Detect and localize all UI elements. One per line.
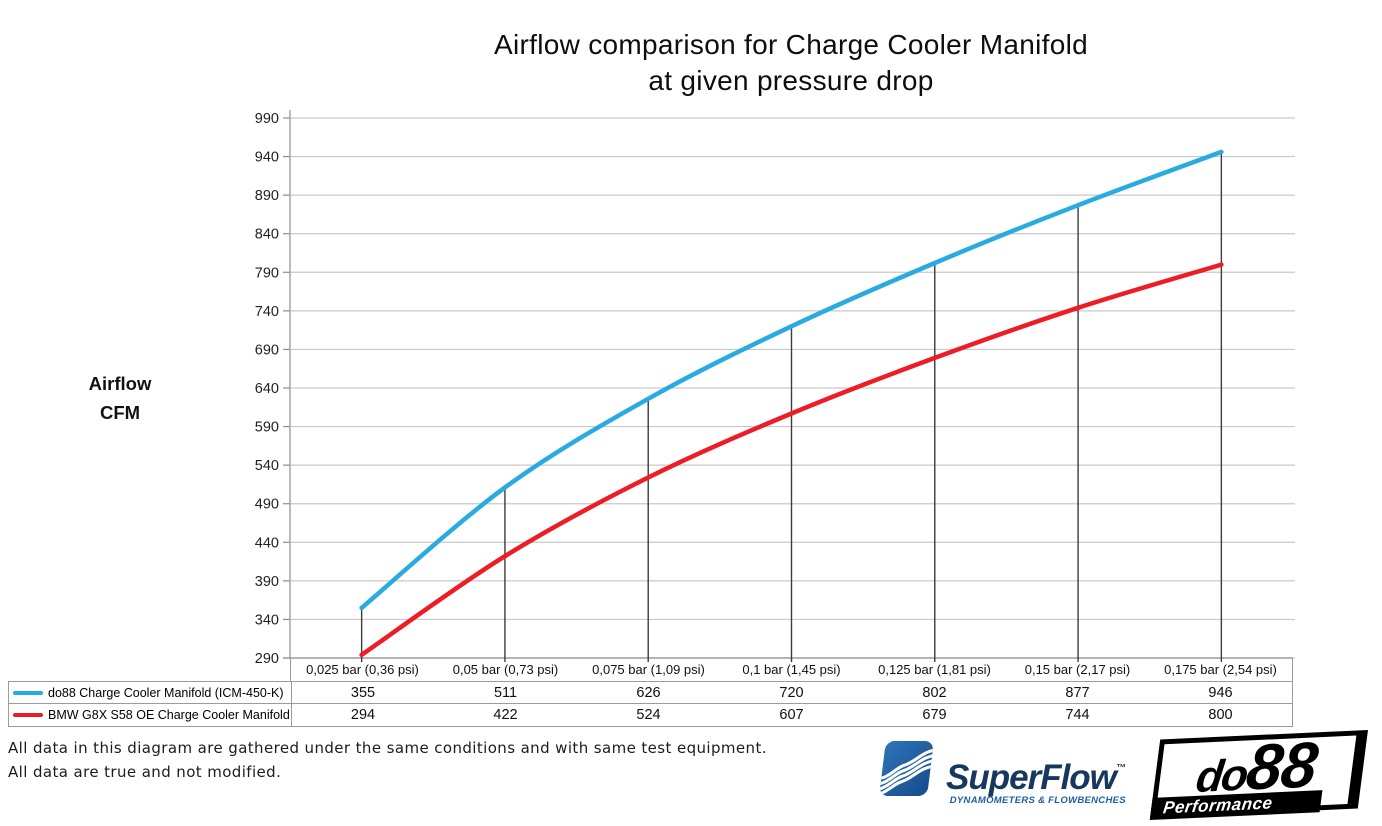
series-line-0 bbox=[359, 149, 1224, 611]
x-axis-label: 0,125 bar (1,81 psi) bbox=[878, 662, 991, 677]
value-cell: 800 bbox=[1208, 707, 1233, 723]
value-cell: 524 bbox=[636, 707, 661, 723]
y-tick-label: 840 bbox=[255, 227, 279, 243]
x-axis-label-row: 0,025 bar (0,36 psi) 0,05 bar (0,73 psi)… bbox=[290, 658, 1293, 681]
chart-title: Airflow comparison for Charge Cooler Man… bbox=[200, 27, 1382, 99]
trademark-symbol: ™ bbox=[1115, 763, 1126, 774]
y-tick-label: 540 bbox=[255, 458, 279, 474]
superflow-wordmark: SuperFlow™ bbox=[946, 758, 1126, 797]
series-label-bmw: BMW G8X S58 OE Charge Cooler Manifold bbox=[48, 708, 290, 722]
x-axis-label: 0,025 bar (0,36 psi) bbox=[306, 662, 419, 677]
value-cell: 294 bbox=[291, 704, 434, 726]
y-tick-label: 290 bbox=[255, 651, 279, 667]
value-cell: 946 bbox=[1149, 682, 1292, 704]
y-axis-title: Airflow CFM bbox=[55, 369, 185, 427]
superflow-icon bbox=[879, 741, 934, 796]
y-tick-label: 690 bbox=[255, 342, 279, 358]
y-tick-label: 890 bbox=[255, 188, 279, 204]
value-cell: 607 bbox=[779, 707, 804, 723]
x-axis-label: 0,05 bar (0,73 psi) bbox=[452, 662, 559, 677]
y-tick-label: 440 bbox=[255, 535, 279, 551]
plot-canvas: 290 340 390 440 490 540 590 640 690 740 790 840 890 9… bbox=[255, 110, 1295, 667]
superflow-tagline: DYNAMOMETERS & FLOWBENCHES bbox=[949, 795, 1126, 806]
value-cell: 720 bbox=[720, 682, 863, 704]
y-tick-label: 640 bbox=[255, 381, 279, 397]
value-cell: 679 bbox=[922, 707, 947, 723]
y-tick-label: 390 bbox=[255, 574, 279, 590]
x-axis-label: 0,175 bar (2,54 psi) bbox=[1164, 662, 1277, 677]
legend-row-bmw: BMW G8X S58 OE Charge Cooler Manifold bbox=[9, 704, 291, 726]
value-cell: 626 bbox=[577, 682, 720, 704]
y-tick-label: 590 bbox=[255, 420, 279, 436]
y-tick-label: 490 bbox=[255, 497, 279, 513]
footer-note: All data in this diagram are gathered un… bbox=[8, 736, 767, 784]
x-axis-label: 0,15 bar (2,17 psi) bbox=[1024, 662, 1131, 677]
y-tick-label: 790 bbox=[255, 265, 279, 281]
y-tick-label: 990 bbox=[255, 111, 279, 127]
value-cell: 877 bbox=[1006, 682, 1149, 704]
footer-line2: All data are true and not modified. bbox=[8, 763, 282, 781]
y-tick-label: 740 bbox=[255, 304, 279, 320]
series-swatch-bmw bbox=[13, 713, 43, 717]
value-cell: 355 bbox=[291, 682, 434, 704]
chart-title-line2: at given pressure drop bbox=[648, 65, 934, 96]
chart-title-line1: Airflow comparison for Charge Cooler Man… bbox=[494, 29, 1088, 60]
value-cell: 511 bbox=[434, 682, 577, 704]
value-cell: 744 bbox=[1065, 707, 1090, 723]
y-axis-title-line2: CFM bbox=[99, 402, 141, 423]
x-axis-label: 0,075 bar (1,09 psi) bbox=[592, 662, 705, 677]
do88-logo: do88 Performance bbox=[1149, 728, 1368, 821]
series-line-1 bbox=[359, 262, 1224, 658]
y-tick-label: 340 bbox=[255, 612, 279, 628]
value-cell: 802 bbox=[863, 682, 1006, 704]
legend-row-do88: do88 Charge Cooler Manifold (ICM-450-K) bbox=[9, 682, 291, 704]
x-axis-label: 0,1 bar (1,45 psi) bbox=[742, 662, 841, 677]
y-axis-title-line1: Airflow bbox=[88, 373, 152, 394]
footer-line1: All data in this diagram are gathered un… bbox=[8, 739, 767, 757]
value-cell: 422 bbox=[493, 707, 518, 723]
y-tick-label: 940 bbox=[255, 150, 279, 166]
data-table: do88 Charge Cooler Manifold (ICM-450-K) … bbox=[8, 681, 1293, 727]
series-swatch-do88 bbox=[13, 690, 43, 695]
superflow-logo: SuperFlow™ DYNAMOMETERS & FLOWBENCHES bbox=[876, 740, 1126, 806]
series-label-do88: do88 Charge Cooler Manifold (ICM-450-K) bbox=[48, 685, 284, 700]
